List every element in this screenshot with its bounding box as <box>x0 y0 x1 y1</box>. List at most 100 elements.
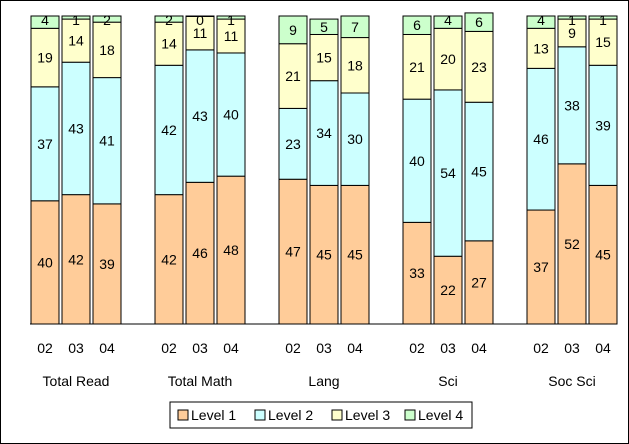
data-label: 48 <box>223 242 239 258</box>
data-label: 6 <box>475 14 483 30</box>
bar-segment-level-4 <box>309 18 339 35</box>
data-label: 13 <box>533 40 549 56</box>
data-label: 15 <box>316 50 332 66</box>
x-tick-year-label: 02 <box>533 340 549 356</box>
x-tick-year-label: 03 <box>564 340 580 356</box>
bar-segment-level-2 <box>402 98 432 223</box>
data-label: 6 <box>413 17 421 33</box>
bar-segment-level-1 <box>557 163 587 325</box>
data-label: 39 <box>595 117 611 133</box>
data-label: 33 <box>409 265 425 281</box>
x-tick-year-label: 02 <box>285 340 301 356</box>
data-label: 1 <box>568 12 576 28</box>
bar-segment-level-4 <box>30 15 60 29</box>
data-label: 2 <box>103 12 111 28</box>
bar-segment-level-4 <box>61 15 91 20</box>
data-label: 46 <box>533 131 549 147</box>
bar-segment-level-1 <box>588 184 618 325</box>
bar-segment-level-2 <box>588 64 618 186</box>
bar-segment-level-2 <box>154 64 184 196</box>
legend-label-level-2: Level 2 <box>268 407 313 423</box>
data-label: 15 <box>595 34 611 50</box>
data-label: 38 <box>564 97 580 113</box>
bar-segment-level-2 <box>61 61 91 196</box>
bar-segment-level-1 <box>309 184 339 325</box>
data-label: 27 <box>471 274 487 290</box>
data-label: 42 <box>161 251 177 267</box>
bar-segment-level-3 <box>433 27 463 91</box>
data-label: 41 <box>99 133 115 149</box>
bar-segment-level-4 <box>278 15 308 45</box>
data-label: 34 <box>316 125 332 141</box>
bar-segment-level-2 <box>557 46 587 165</box>
bar-segment-level-4 <box>216 15 246 20</box>
data-label: 1 <box>599 12 607 28</box>
data-label: 39 <box>99 256 115 272</box>
bar-segment-level-4 <box>154 15 184 23</box>
data-label: 45 <box>347 247 363 263</box>
data-label: 0 <box>196 12 204 28</box>
x-group-label: Soc Sci <box>548 373 595 389</box>
bars-layer <box>30 12 618 325</box>
data-label: 30 <box>347 131 363 147</box>
data-label: 47 <box>285 244 301 260</box>
x-group-label: Lang <box>308 373 339 389</box>
data-label: 42 <box>161 122 177 138</box>
data-label: 43 <box>192 108 208 124</box>
x-group-label: Total Math <box>168 373 233 389</box>
bar-segment-level-1 <box>433 255 463 325</box>
bar-segment-level-4 <box>526 15 556 29</box>
bar-segment-level-3 <box>30 27 60 88</box>
x-tick-year-label: 04 <box>99 340 115 356</box>
data-label: 21 <box>285 68 301 84</box>
data-label: 43 <box>68 120 84 136</box>
bar-segment-level-1 <box>216 175 246 325</box>
bar-segment-level-2 <box>433 89 463 257</box>
data-label: 18 <box>99 42 115 58</box>
data-label: 1 <box>227 12 235 28</box>
bar-segment-level-4 <box>588 15 618 20</box>
x-tick-year-label: 04 <box>223 340 239 356</box>
data-label: 45 <box>471 164 487 180</box>
bar-segment-level-2 <box>185 49 215 183</box>
legend-swatch-level-1 <box>177 409 189 421</box>
bar-segment-level-2 <box>526 67 556 211</box>
bar-segment-level-4 <box>340 15 370 39</box>
data-label: 11 <box>193 25 208 41</box>
data-label: 45 <box>595 247 611 263</box>
bar-segment-level-4 <box>402 15 432 35</box>
data-label: 23 <box>471 59 487 75</box>
bar-segment-level-1 <box>92 203 122 325</box>
bar-segment-level-1 <box>154 194 184 325</box>
data-label: 14 <box>161 36 177 52</box>
legend-label-level-1: Level 1 <box>191 407 236 423</box>
bar-segment-level-2 <box>216 52 246 177</box>
legend-box <box>169 401 473 429</box>
legend-swatch-level-3 <box>331 409 343 421</box>
data-label: 22 <box>440 282 456 298</box>
x-group-label: Total Read <box>43 373 110 389</box>
data-label: 21 <box>409 59 425 75</box>
x-tick-year-label: 02 <box>37 340 53 356</box>
bar-segment-level-4 <box>433 15 463 29</box>
bar-segment-level-2 <box>309 80 339 186</box>
data-label: 40 <box>37 254 53 270</box>
bar-segment-level-1 <box>61 194 91 325</box>
data-label: 9 <box>289 22 297 38</box>
bar-segment-level-4 <box>557 15 587 20</box>
bar-segment-level-3 <box>216 18 246 54</box>
data-label: 40 <box>409 153 425 169</box>
bar-segment-level-3 <box>588 18 618 66</box>
data-label: 9 <box>568 25 576 41</box>
bar-segment-level-3 <box>92 21 122 79</box>
data-label: 42 <box>68 251 84 267</box>
x-tick-year-label: 04 <box>595 340 611 356</box>
bar-segment-level-1 <box>185 181 215 325</box>
data-label: 4 <box>444 12 452 28</box>
data-label: 4 <box>537 12 545 28</box>
legend: Level 1 Level 2 Level 3 Level 4 <box>169 401 473 429</box>
x-tick-year-label: 02 <box>409 340 425 356</box>
labels-layer: 4037194424314139411824242142464311048401… <box>37 12 611 298</box>
bar-segment-level-1 <box>340 184 370 325</box>
data-label: 23 <box>285 136 301 152</box>
